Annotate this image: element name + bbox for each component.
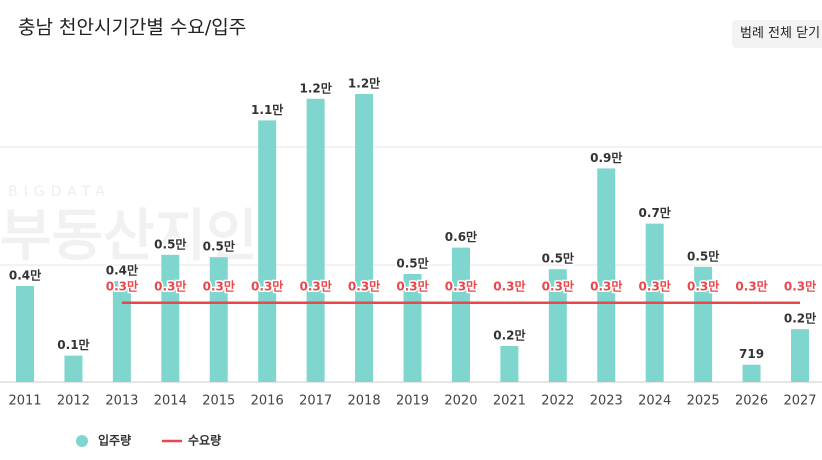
chart-title: 충남 천안시기간별 수요/입주 xyxy=(18,17,246,39)
x-tick-label: 2015 xyxy=(202,394,235,409)
data-label: 0.3만 xyxy=(251,279,283,294)
x-tick-label: 2012 xyxy=(57,394,90,409)
x-tick-label: 2022 xyxy=(541,394,574,409)
bar xyxy=(258,120,277,383)
bar xyxy=(112,281,131,382)
data-label: 0.3만 xyxy=(493,279,525,294)
bar xyxy=(548,269,567,382)
data-label: 0.4만 xyxy=(106,263,138,278)
x-tick-label: 2021 xyxy=(493,394,526,409)
data-label: 0.3만 xyxy=(735,279,767,294)
data-label: 0.3만 xyxy=(106,279,138,294)
data-label: 1.2만 xyxy=(348,76,380,91)
data-label: 0.5만 xyxy=(203,239,235,254)
x-tick-label: 2011 xyxy=(8,394,41,409)
bar xyxy=(306,98,325,383)
data-label: 0.5만 xyxy=(542,251,574,266)
data-label: 0.2만 xyxy=(493,328,525,343)
data-label: 0.9만 xyxy=(590,150,622,165)
data-label: 0.5만 xyxy=(396,256,428,271)
x-tick-label: 2025 xyxy=(687,394,720,409)
data-label: 0.3만 xyxy=(445,279,477,294)
data-label: 0.3만 xyxy=(590,279,622,294)
x-tick-label: 2017 xyxy=(299,394,332,409)
bar xyxy=(161,254,180,382)
data-label: 0.3만 xyxy=(348,279,380,294)
data-label: 0.1만 xyxy=(57,337,89,352)
data-label: 0.3만 xyxy=(784,279,816,294)
data-label: 1.1만 xyxy=(251,102,283,117)
data-label: 0.5만 xyxy=(687,248,719,263)
x-tick-label: 2013 xyxy=(105,394,138,409)
x-tick-label: 2020 xyxy=(444,394,477,409)
bar xyxy=(451,247,470,382)
bar xyxy=(597,168,616,382)
x-tick-label: 2024 xyxy=(638,394,671,409)
data-label: 0.5만 xyxy=(154,236,186,251)
x-tick-label: 2014 xyxy=(154,394,187,409)
bar xyxy=(16,286,34,382)
data-label: 0.3만 xyxy=(687,279,719,294)
data-label: 0.3만 xyxy=(639,279,671,294)
legend-marker xyxy=(76,435,88,447)
x-tick-label: 2026 xyxy=(735,394,768,409)
x-tick-label: 2027 xyxy=(783,394,816,409)
data-label: 0.7만 xyxy=(639,205,671,220)
data-label: 0.3만 xyxy=(154,279,186,294)
bar xyxy=(694,266,713,382)
data-label: 1.2만 xyxy=(299,80,331,95)
data-label: 0.3만 xyxy=(542,279,574,294)
bar xyxy=(403,274,422,382)
bar xyxy=(64,355,83,382)
data-label: 0.2만 xyxy=(784,311,816,326)
x-tick-label: 2016 xyxy=(251,394,284,409)
x-tick-label: 2019 xyxy=(396,394,429,409)
data-label: 0.3만 xyxy=(396,279,428,294)
data-label: 0.6만 xyxy=(445,229,477,244)
legend-label: 입주량 xyxy=(98,434,131,448)
data-label: 0.3만 xyxy=(203,279,235,294)
data-label: 0.4만 xyxy=(9,268,41,283)
watermark-small: BIGDATA xyxy=(8,184,111,200)
bar xyxy=(355,94,374,382)
legend-toggle-button[interactable]: 범례 전체 닫기 xyxy=(732,20,822,48)
bar xyxy=(209,257,228,382)
legend-label: 수요량 xyxy=(188,434,221,448)
data-label: 0.3만 xyxy=(299,279,331,294)
x-tick-label: 2018 xyxy=(348,394,381,409)
x-tick-label: 2023 xyxy=(590,394,623,409)
bar xyxy=(742,364,761,382)
bar xyxy=(791,329,809,382)
data-label: 719 xyxy=(739,347,764,361)
bar xyxy=(500,346,519,382)
